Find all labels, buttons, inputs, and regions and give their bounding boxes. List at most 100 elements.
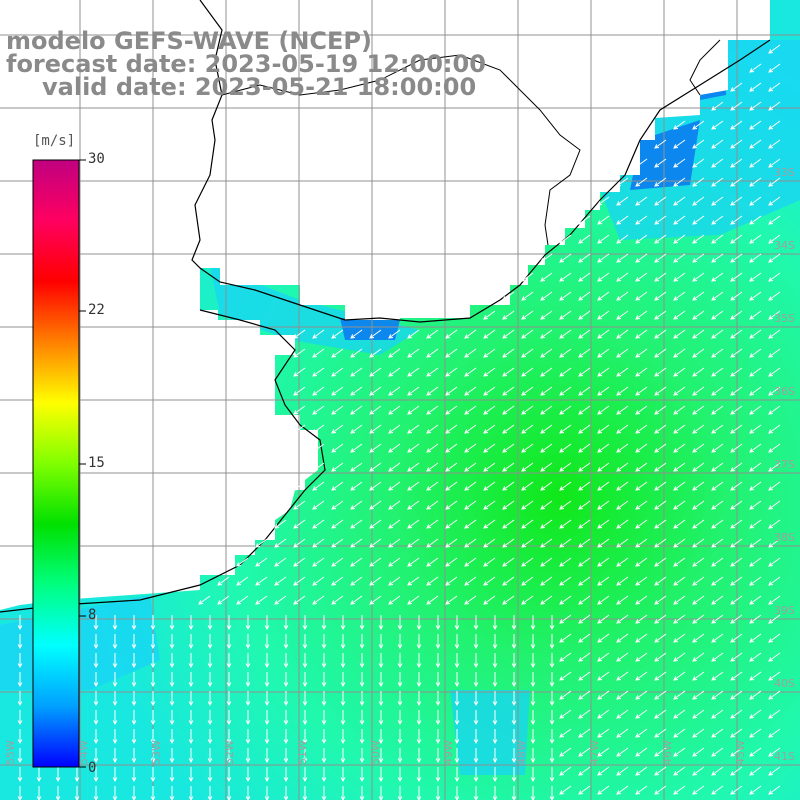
wind-arrow bbox=[502, 291, 515, 301]
wind-arrow bbox=[283, 729, 289, 745]
wind-arrow bbox=[749, 633, 762, 643]
wind-arrow bbox=[521, 367, 534, 377]
wind-arrow bbox=[321, 691, 327, 707]
wind-arrow bbox=[768, 443, 781, 453]
wind-arrow bbox=[293, 538, 306, 548]
wind-arrow bbox=[369, 462, 382, 472]
wind-arrow bbox=[483, 500, 496, 510]
wind-arrow bbox=[635, 766, 648, 776]
wind-arrow bbox=[673, 576, 686, 586]
wind-arrow bbox=[578, 291, 591, 301]
wind-arrow bbox=[435, 748, 441, 764]
wind-arrow bbox=[312, 443, 325, 453]
wind-arrow bbox=[673, 120, 686, 130]
wind-arrow bbox=[369, 329, 382, 339]
wind-arrow bbox=[635, 310, 648, 320]
wind-arrow bbox=[502, 576, 515, 586]
wind-arrow bbox=[321, 653, 327, 669]
wind-arrow bbox=[369, 500, 382, 510]
wind-arrow bbox=[397, 672, 403, 688]
wind-arrow bbox=[435, 710, 441, 726]
wind-arrow bbox=[150, 691, 156, 707]
wind-arrow bbox=[616, 652, 629, 662]
wind-arrow bbox=[397, 653, 403, 669]
wind-arrow bbox=[559, 405, 572, 415]
wind-arrow bbox=[578, 747, 591, 757]
wind-arrow bbox=[616, 481, 629, 491]
wind-arrow bbox=[654, 310, 667, 320]
wind-arrow bbox=[502, 348, 515, 358]
wind-arrow bbox=[492, 710, 498, 726]
lat-label: 36S bbox=[774, 385, 795, 398]
wind-arrow bbox=[255, 595, 268, 605]
wind-arrow bbox=[369, 557, 382, 567]
wind-arrow bbox=[502, 557, 515, 567]
wind-arrow bbox=[749, 386, 762, 396]
wind-arrow bbox=[730, 671, 743, 681]
wind-arrow bbox=[530, 634, 536, 650]
wind-arrow bbox=[302, 748, 308, 764]
wind-arrow bbox=[673, 158, 686, 168]
wind-arrow bbox=[559, 329, 572, 339]
wind-arrow bbox=[331, 538, 344, 548]
wind-arrow bbox=[749, 291, 762, 301]
wind-arrow bbox=[407, 367, 420, 377]
wind-arrow bbox=[730, 652, 743, 662]
wind-arrow bbox=[502, 462, 515, 472]
wind-arrow bbox=[768, 424, 781, 434]
wind-arrow bbox=[511, 634, 517, 650]
wind-arrow bbox=[293, 424, 306, 434]
wind-arrow bbox=[74, 767, 80, 783]
wind-arrow bbox=[245, 672, 251, 688]
wind-arrow bbox=[511, 748, 517, 764]
wind-arrow bbox=[540, 329, 553, 339]
wind-arrow bbox=[768, 709, 781, 719]
wind-arrow bbox=[312, 576, 325, 586]
wind-arrow bbox=[711, 139, 724, 149]
wind-arrow bbox=[692, 443, 705, 453]
wind-arrow bbox=[616, 519, 629, 529]
wind-arrow bbox=[283, 634, 289, 650]
wind-arrow bbox=[578, 329, 591, 339]
wind-arrow bbox=[559, 424, 572, 434]
wind-arrow bbox=[692, 766, 705, 776]
wind-arrow bbox=[112, 615, 118, 631]
wind-arrow bbox=[502, 405, 515, 415]
wind-arrow bbox=[749, 424, 762, 434]
wind-arrow bbox=[359, 748, 365, 764]
wind-arrow bbox=[749, 234, 762, 244]
wind-arrow bbox=[559, 481, 572, 491]
wind-arrow bbox=[597, 557, 610, 567]
wind-arrow bbox=[340, 634, 346, 650]
wind-arrow bbox=[749, 139, 762, 149]
wind-arrow bbox=[274, 557, 287, 567]
wind-arrow bbox=[445, 329, 458, 339]
wind-arrow bbox=[407, 386, 420, 396]
wind-arrow bbox=[188, 767, 194, 783]
wind-arrow bbox=[521, 576, 534, 586]
wind-arrow bbox=[692, 595, 705, 605]
wind-arrow bbox=[483, 386, 496, 396]
wind-arrow bbox=[473, 729, 479, 745]
lon-label: 53W bbox=[150, 740, 163, 765]
wind-arrow bbox=[549, 653, 555, 669]
wind-arrow bbox=[730, 272, 743, 282]
wind-arrow bbox=[331, 481, 344, 491]
wind-arrow bbox=[112, 786, 118, 800]
wind-arrow bbox=[559, 462, 572, 472]
wind-arrow bbox=[530, 710, 536, 726]
wind-arrow bbox=[711, 500, 724, 510]
wind-arrow bbox=[426, 329, 439, 339]
wind-arrow bbox=[331, 367, 344, 377]
wind-arrow bbox=[369, 481, 382, 491]
wind-arrow bbox=[283, 615, 289, 631]
wind-arrow bbox=[350, 424, 363, 434]
wind-arrow bbox=[245, 729, 251, 745]
wind-arrow bbox=[521, 595, 534, 605]
wind-arrow bbox=[711, 481, 724, 491]
wind-arrow bbox=[150, 767, 156, 783]
wind-arrow bbox=[464, 367, 477, 377]
wind-arrow bbox=[597, 272, 610, 282]
wind-arrow bbox=[112, 672, 118, 688]
